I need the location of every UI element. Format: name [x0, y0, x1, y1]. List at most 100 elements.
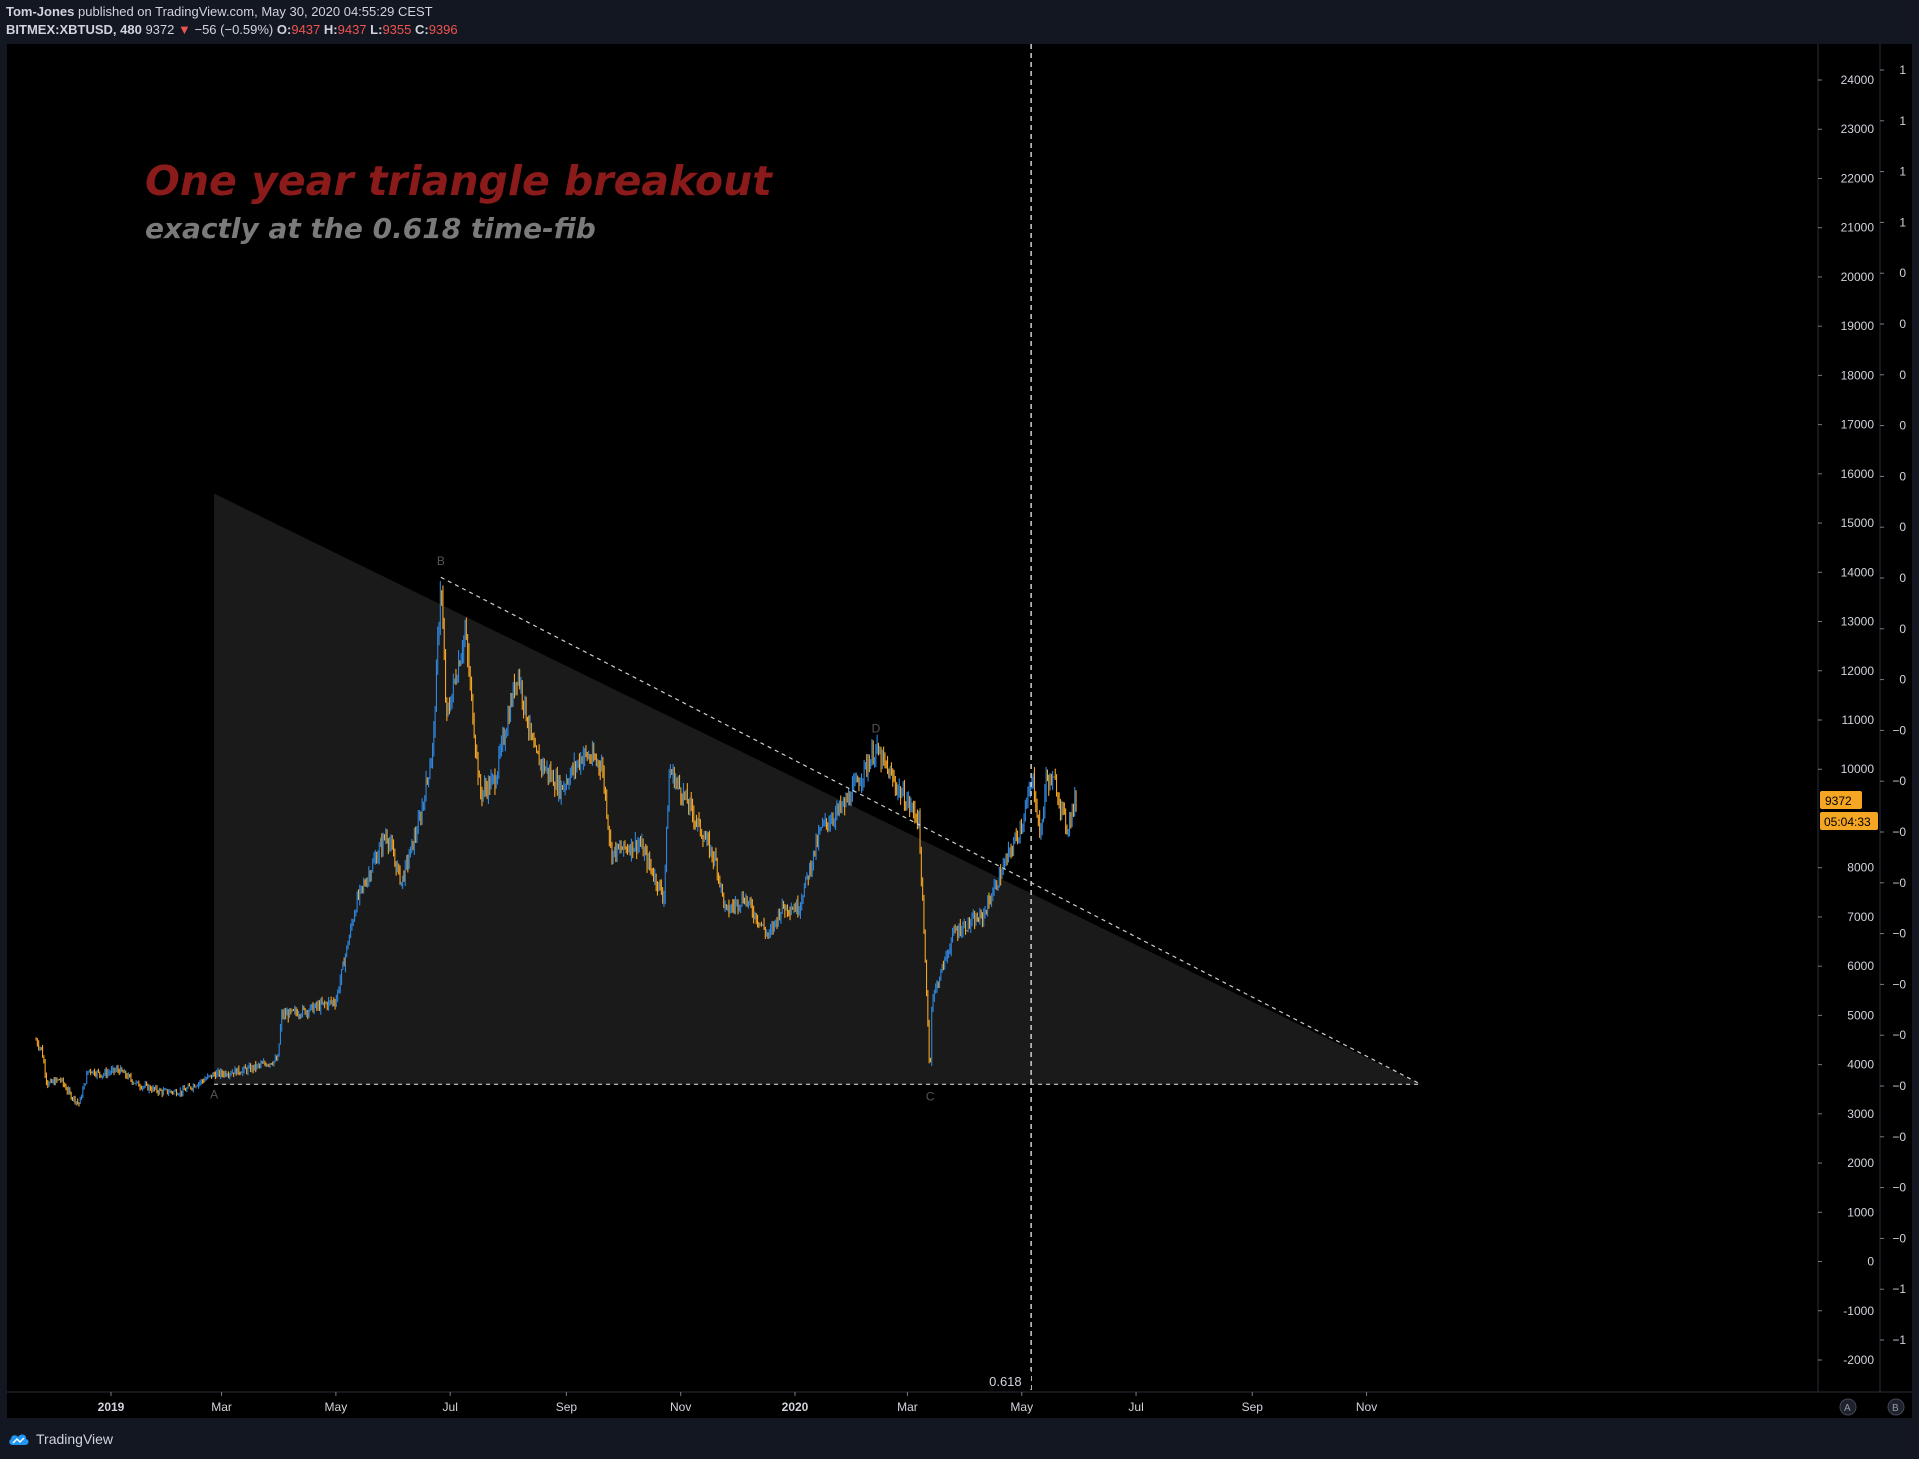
x-tick-label: 2020 [782, 1400, 809, 1414]
current-price: 9372 [145, 22, 175, 37]
publish-date: published on TradingView.com, May 30, 20… [78, 4, 433, 19]
secondary-scale-background [1880, 44, 1912, 1392]
secondary-axis: 1 1 1 1 0 0 0 0 0 0 0 0 0 −0 −0 −0 −0 −0 −0 −0 −0 −0 −0 −0 −1 −1 [1880, 63, 1906, 1347]
y-tick-label: 4000 [1847, 1058, 1874, 1072]
y2-tick-label: 0 [1899, 622, 1906, 636]
y2-tick-label: −1 [1892, 1333, 1906, 1347]
y-tick-label: 5000 [1847, 1008, 1874, 1022]
x-tick-label: Jul [443, 1400, 458, 1414]
y2-tick-label: −0 [1892, 876, 1906, 890]
y2-tick-label: −0 [1892, 825, 1906, 839]
x-tick-label: 2019 [98, 1400, 125, 1414]
candles-layer [35, 581, 1077, 1107]
triangle-pattern-area[interactable] [214, 493, 1421, 1085]
y-tick-label: 0 [1867, 1255, 1874, 1269]
x-tick-label: Nov [670, 1400, 691, 1414]
y2-tick-label: −0 [1892, 1079, 1906, 1093]
pivot-label-b: B [437, 554, 445, 568]
y-tick-label: 24000 [1841, 73, 1875, 87]
y-tick-label: 22000 [1841, 171, 1875, 185]
y-tick-label: 21000 [1841, 221, 1875, 235]
y2-tick-label: −0 [1892, 977, 1906, 991]
open-value: 9437 [291, 22, 321, 37]
time-axis: 2019 Mar May Jul Sep Nov 2020 Mar May Jul Sep Nov [98, 1392, 1377, 1414]
close-label: C: [414, 22, 429, 37]
chart-header: Tom-Jones published on TradingView.com, … [0, 0, 1919, 42]
x-tick-label: Mar [897, 1400, 918, 1414]
last-price-label: 9372 [1825, 794, 1852, 808]
symbol-info: BITMEX:XBTUSD, 480 9372 ▼ −56 (−0.59%) O… [6, 22, 458, 37]
y-tick-label: 14000 [1841, 565, 1875, 579]
pivot-label-d: D [872, 722, 881, 736]
y-tick-label: 17000 [1841, 418, 1875, 432]
y-tick-label: 8000 [1847, 861, 1874, 875]
chart-subtitle: exactly at the 0.618 time-fib [145, 212, 596, 245]
log-scale-label: B [1892, 1403, 1899, 1414]
y-tick-label: 16000 [1841, 467, 1875, 481]
x-tick-label: Sep [556, 1400, 578, 1414]
y-tick-label: 6000 [1847, 959, 1874, 973]
y2-tick-label: 0 [1899, 673, 1906, 687]
y2-tick-label: −0 [1892, 1181, 1906, 1195]
fib-level-tag: 0.618 [981, 1371, 1031, 1389]
pivot-labels: A B C D [210, 554, 935, 1103]
y2-tick-label: 0 [1899, 571, 1906, 585]
scale-mode-buttons[interactable]: A B [1839, 1398, 1905, 1416]
x-tick-label: Nov [1356, 1400, 1377, 1414]
y2-tick-label: 0 [1899, 266, 1906, 280]
y2-tick-label: 1 [1899, 114, 1906, 128]
tradingview-logo[interactable]: TradingView [8, 1431, 113, 1447]
y-tick-label: 10000 [1841, 762, 1875, 776]
down-arrow-icon: ▼ [177, 22, 191, 37]
y-tick-label: -1000 [1843, 1304, 1874, 1318]
y2-tick-label: 0 [1899, 469, 1906, 483]
last-price-tag: 9372 05:04:33 [1820, 791, 1878, 830]
x-tick-label: Sep [1242, 1400, 1264, 1414]
y2-tick-label: 0 [1899, 419, 1906, 433]
time-scale-background [7, 1392, 1912, 1418]
pivot-label-c: C [926, 1089, 935, 1103]
price-axis: 2400023000220002100020000190001800017000… [1818, 73, 1874, 1367]
price-change: −56 (−0.59%) [194, 22, 274, 37]
y2-tick-label: −1 [1892, 1282, 1906, 1296]
pivot-label-a: A [210, 1087, 218, 1101]
y2-tick-label: 1 [1899, 63, 1906, 77]
y-tick-label: 19000 [1841, 319, 1875, 333]
y-tick-label: 2000 [1847, 1156, 1874, 1170]
x-tick-label: Jul [1128, 1400, 1143, 1414]
y-tick-label: -2000 [1843, 1353, 1874, 1367]
y-tick-label: 11000 [1842, 713, 1875, 727]
chart-title: One year triangle breakout [145, 157, 773, 205]
y-tick-label: 18000 [1841, 368, 1875, 382]
y-tick-label: 20000 [1841, 270, 1875, 284]
log-scale-button[interactable] [1887, 1398, 1905, 1416]
y2-tick-label: 1 [1899, 165, 1906, 179]
y-tick-label: 12000 [1841, 664, 1875, 678]
close-value: 9396 [428, 22, 458, 37]
y2-tick-label: −0 [1892, 1130, 1906, 1144]
symbol-name[interactable]: BITMEX:XBTUSD, 480 [6, 22, 142, 37]
low-label: L: [370, 22, 383, 37]
x-tick-label: May [1010, 1400, 1033, 1414]
y2-tick-label: −0 [1892, 927, 1906, 941]
auto-scale-label: A [1844, 1403, 1851, 1414]
y2-tick-label: 0 [1899, 317, 1906, 331]
countdown-label: 05:04:33 [1824, 815, 1871, 829]
auto-scale-button[interactable] [1839, 1398, 1857, 1416]
footer-bar: TradingView [0, 1420, 1919, 1459]
y2-tick-label: −0 [1892, 723, 1906, 737]
y2-tick-label: −0 [1892, 1231, 1906, 1245]
y2-tick-label: −0 [1892, 1028, 1906, 1042]
tradingview-brand: TradingView [36, 1431, 114, 1447]
high-value: 9437 [337, 22, 367, 37]
x-tick-label: Mar [211, 1400, 232, 1414]
high-label: H: [323, 22, 338, 37]
publish-info: Tom-Jones published on TradingView.com, … [6, 4, 433, 19]
y2-tick-label: 0 [1899, 520, 1906, 534]
tradingview-cloud-icon [9, 1434, 29, 1445]
y2-tick-label: 1 [1899, 215, 1906, 229]
author-name[interactable]: Tom-Jones [6, 4, 75, 19]
open-label: O: [276, 22, 292, 37]
y-tick-label: 7000 [1847, 910, 1874, 924]
